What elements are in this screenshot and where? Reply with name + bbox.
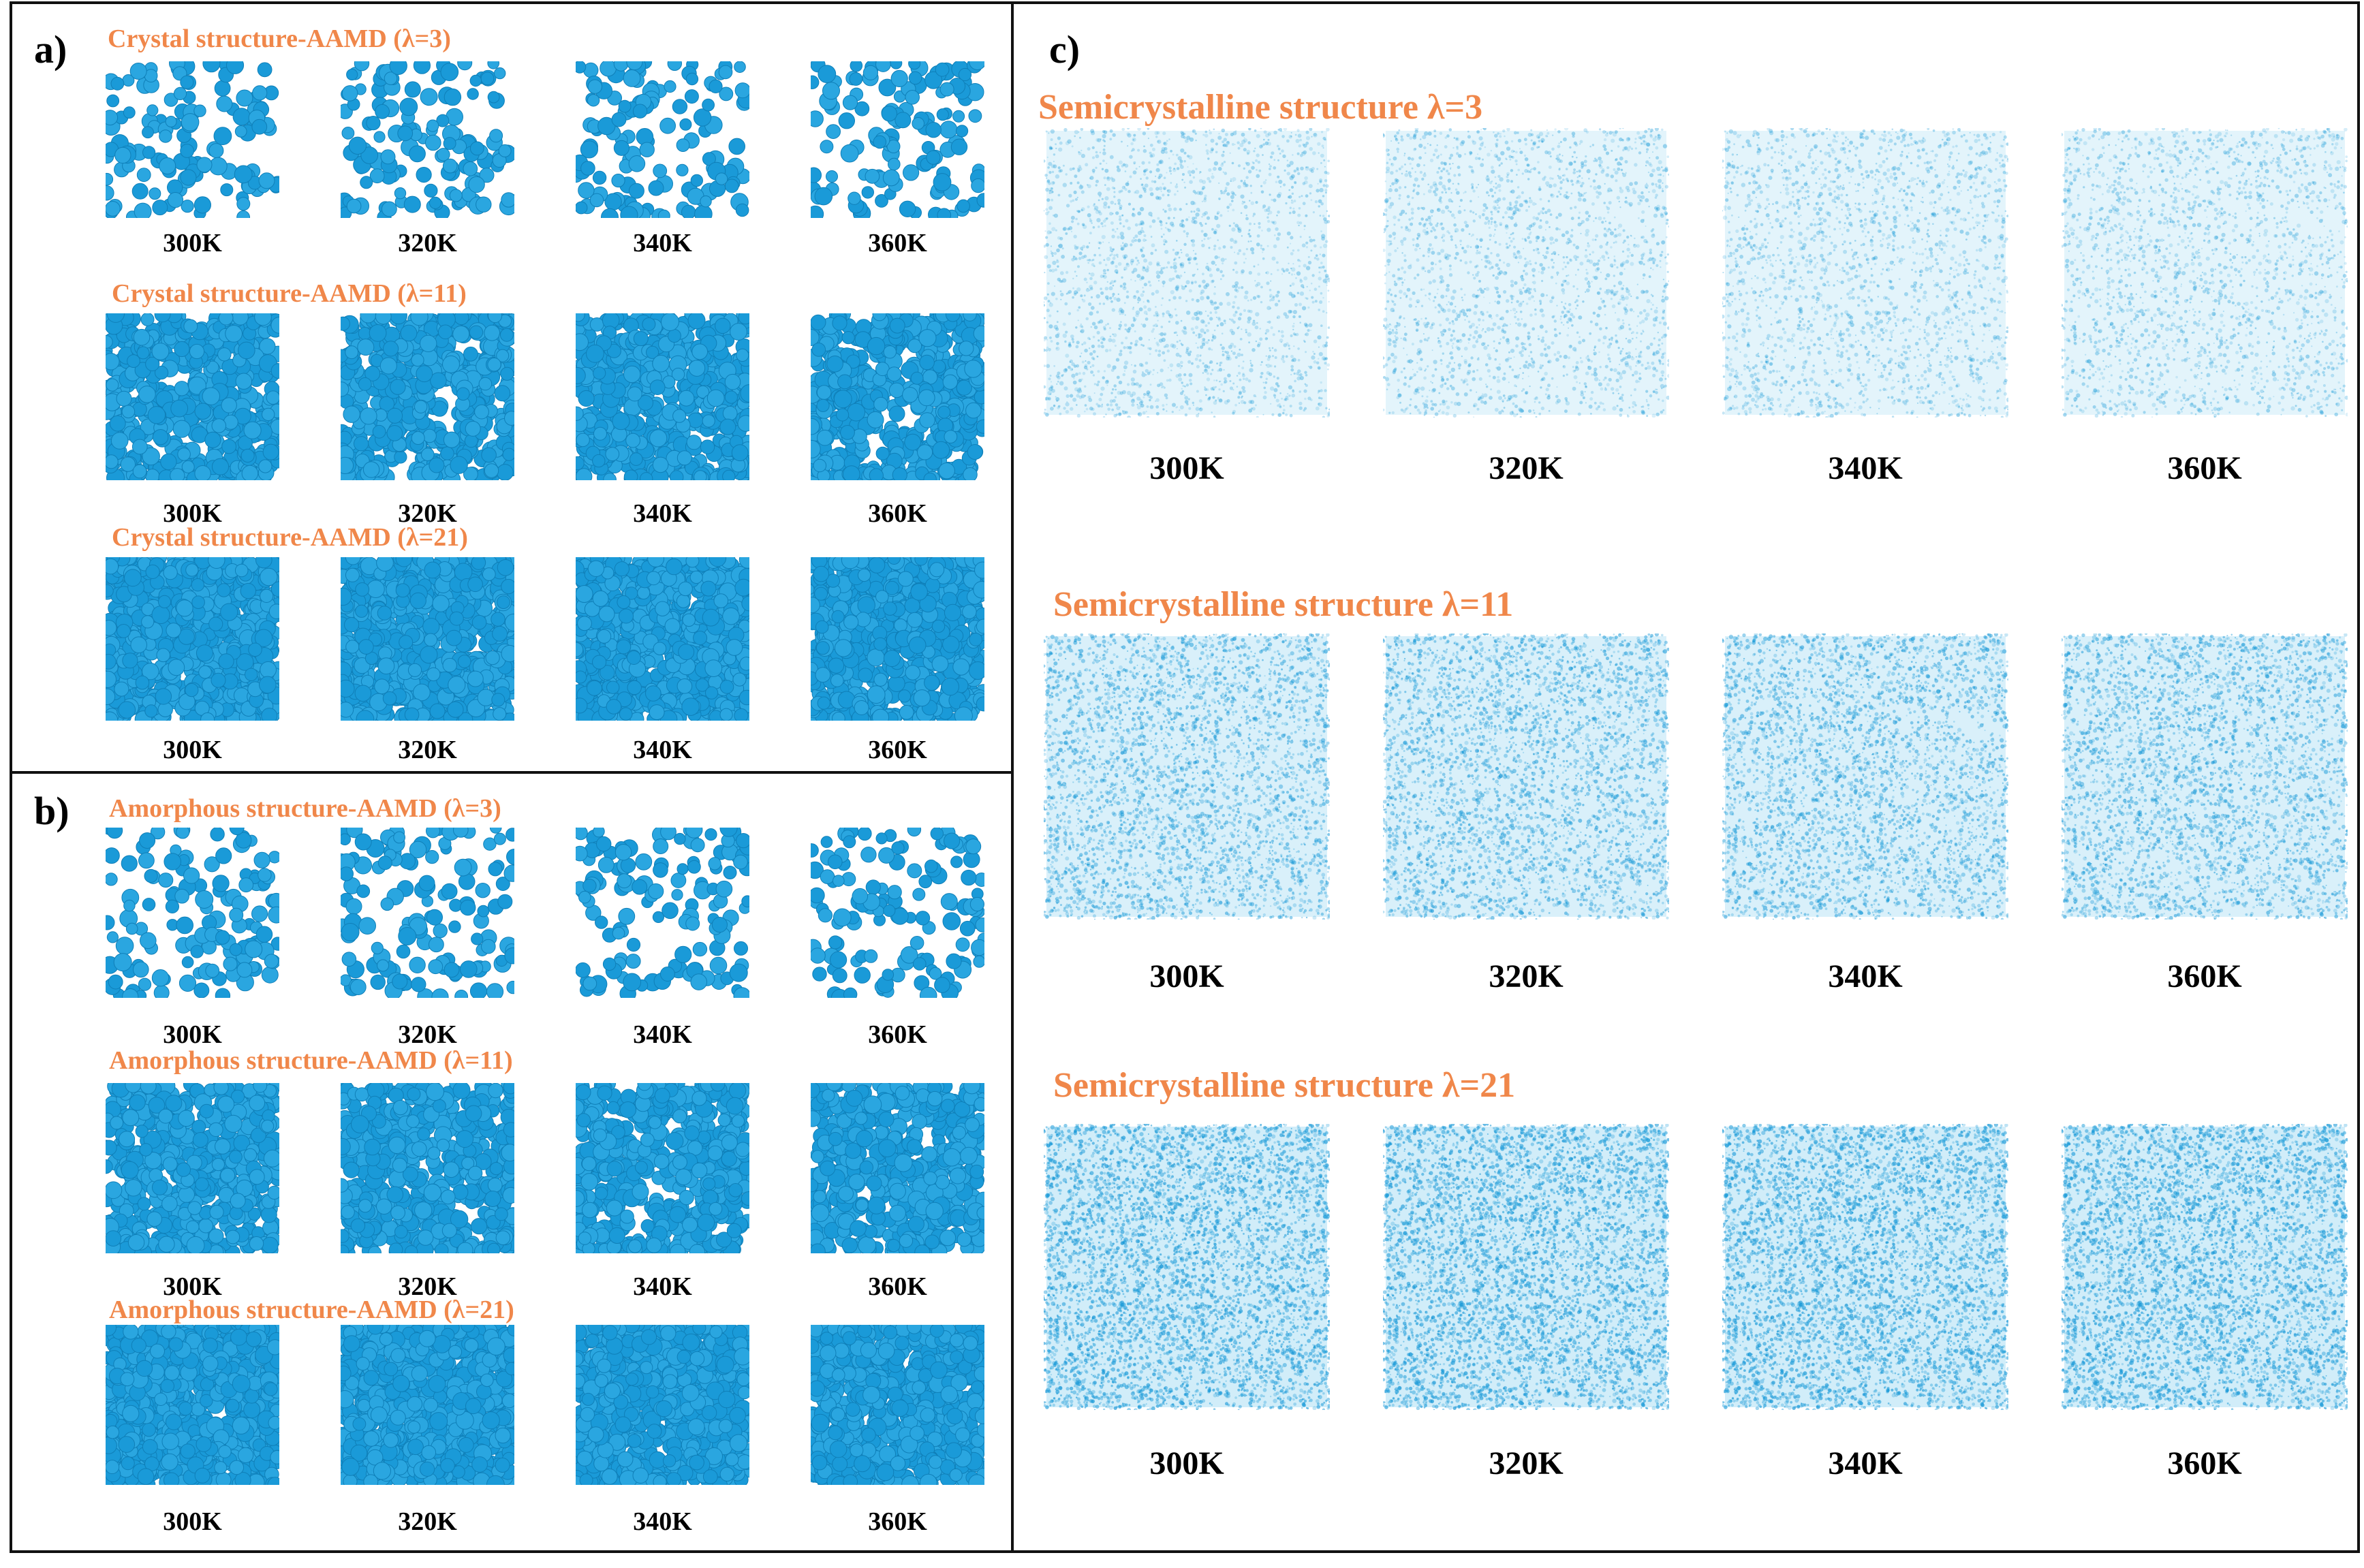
panel-a-row-3-temp-label-4: 360K xyxy=(811,737,984,763)
panel-b-row-1-snapshot-2 xyxy=(341,828,514,998)
panel-c-row-3-snapshot-3 xyxy=(1722,1124,2008,1410)
panel-c-row-1-snapshot-3 xyxy=(1722,128,2008,418)
panel-a-row-2-snapshot-3 xyxy=(576,313,749,480)
panel-a-row-2-temp-label-3: 340K xyxy=(576,501,749,527)
panel-a-row-3-title: Crystal structure-AAMD (λ=21) xyxy=(112,524,468,550)
panel-c-row-1-snapshot-2 xyxy=(1383,128,1669,418)
panel-a-row-1-title: Crystal structure-AAMD (λ=3) xyxy=(108,26,451,52)
panel-a-row-2-snapshot-1 xyxy=(106,313,279,480)
panel-c-row-2-snapshot-2 xyxy=(1383,633,1669,920)
panel-c-row-1-temp-label-4: 360K xyxy=(2062,452,2348,485)
panel-b-row-1-temp-label-2: 320K xyxy=(341,1022,514,1048)
panel-b-row-3-snapshot-1 xyxy=(106,1325,279,1485)
panel-c-row-3-snapshot-4 xyxy=(2062,1124,2348,1410)
panel-a-label: a) xyxy=(34,30,67,69)
panel-a-row-2-temp-label-2: 320K xyxy=(341,501,514,527)
panel-c-row-2-temp-label-2: 320K xyxy=(1383,960,1669,993)
panel-a-row-3-snapshot-4 xyxy=(811,557,984,721)
panel-a-row-1-temp-label-1: 300K xyxy=(106,230,279,256)
panel-a-row-1-snapshot-2 xyxy=(341,61,514,218)
panel-c-row-1-temp-label-1: 300K xyxy=(1044,452,1330,485)
panel-c-row-1-temp-label-3: 340K xyxy=(1722,452,2008,485)
panel-c-row-1-title: Semicrystalline structure λ=3 xyxy=(1038,90,1482,125)
panel-b-row-3-snapshot-4 xyxy=(811,1325,984,1485)
panel-b-row-1-title: Amorphous structure-AAMD (λ=3) xyxy=(109,796,501,821)
panel-b-row-2-temp-label-1: 300K xyxy=(106,1274,279,1300)
panel-a-row-2-snapshot-2 xyxy=(341,313,514,480)
panel-a-row-3-temp-label-2: 320K xyxy=(341,737,514,763)
panel-b-row-2-snapshot-3 xyxy=(576,1083,749,1253)
panel-b-row-2-temp-label-2: 320K xyxy=(341,1274,514,1300)
panel-c-row-1-snapshot-1 xyxy=(1044,128,1330,418)
panel-b-row-2-temp-label-4: 360K xyxy=(811,1274,984,1300)
panel-c-label: c) xyxy=(1049,30,1080,69)
panel-a-row-3-temp-label-3: 340K xyxy=(576,737,749,763)
panel-b-row-2-snapshot-4 xyxy=(811,1083,984,1253)
panel-c-row-2-snapshot-1 xyxy=(1044,633,1330,920)
panel-b-row-2-snapshot-2 xyxy=(341,1083,514,1253)
panel-b-row-1-snapshot-1 xyxy=(106,828,279,998)
panel-b-row-1-temp-label-3: 340K xyxy=(576,1022,749,1048)
panel-a-row-3-snapshot-3 xyxy=(576,557,749,721)
panel-a-row-3-snapshot-2 xyxy=(341,557,514,721)
panel-c-row-3-snapshot-2 xyxy=(1383,1124,1669,1410)
panel-b-row-1-snapshot-3 xyxy=(576,828,749,998)
panel-c-row-2-title: Semicrystalline structure λ=11 xyxy=(1053,587,1513,623)
panel-c-row-1-snapshot-4 xyxy=(2062,128,2348,418)
panel-a-row-2-snapshot-4 xyxy=(811,313,984,480)
panel-b-row-1-temp-label-4: 360K xyxy=(811,1022,984,1048)
panel-b-row-3-snapshot-2 xyxy=(341,1325,514,1485)
panel-b-row-3-temp-label-4: 360K xyxy=(811,1509,984,1535)
panel-c-row-2-snapshot-4 xyxy=(2062,633,2348,920)
panel-c-row-2-temp-label-4: 360K xyxy=(2062,960,2348,993)
panel-c-row-3-temp-label-2: 320K xyxy=(1383,1447,1669,1480)
panel-b-row-3-snapshot-3 xyxy=(576,1325,749,1485)
panel-c-row-3-temp-label-3: 340K xyxy=(1722,1447,2008,1480)
panel-b-row-2-snapshot-1 xyxy=(106,1083,279,1253)
panel-c-row-3-temp-label-1: 300K xyxy=(1044,1447,1330,1480)
panel-b-row-1-snapshot-4 xyxy=(811,828,984,998)
panel-c-row-3-title: Semicrystalline structure λ=21 xyxy=(1053,1068,1515,1103)
panel-a-row-1-temp-label-3: 340K xyxy=(576,230,749,256)
panel-b-row-2-title: Amorphous structure-AAMD (λ=11) xyxy=(109,1048,513,1073)
panel-b-row-1-temp-label-1: 300K xyxy=(106,1022,279,1048)
panel-b-row-3-temp-label-2: 320K xyxy=(341,1509,514,1535)
panel-c-row-2-snapshot-3 xyxy=(1722,633,2008,920)
panel-a-row-3-snapshot-1 xyxy=(106,557,279,721)
panel-b-row-3-temp-label-1: 300K xyxy=(106,1509,279,1535)
panel-c-row-2-temp-label-1: 300K xyxy=(1044,960,1330,993)
panel-b-row-2-temp-label-3: 340K xyxy=(576,1274,749,1300)
panel-a-row-1-temp-label-4: 360K xyxy=(811,230,984,256)
panel-a-row-3-temp-label-1: 300K xyxy=(106,737,279,763)
panel-a-row-2-temp-label-4: 360K xyxy=(811,501,984,527)
panel-c-row-1-temp-label-2: 320K xyxy=(1383,452,1669,485)
panel-a-row-1-snapshot-4 xyxy=(811,61,984,218)
panel-c-row-2-temp-label-3: 340K xyxy=(1722,960,2008,993)
panel-a-row-1-snapshot-1 xyxy=(106,61,279,218)
panel-c-row-3-snapshot-1 xyxy=(1044,1124,1330,1410)
panel-c-row-3-temp-label-4: 360K xyxy=(2062,1447,2348,1480)
panel-a-row-1-temp-label-2: 320K xyxy=(341,230,514,256)
panel-a-row-2-title: Crystal structure-AAMD (λ=11) xyxy=(112,281,467,307)
panel-b-row-3-temp-label-3: 340K xyxy=(576,1509,749,1535)
panel-a-row-1-snapshot-3 xyxy=(576,61,749,218)
panel-b-label: b) xyxy=(34,791,69,831)
panel-a-row-2-temp-label-1: 300K xyxy=(106,501,279,527)
